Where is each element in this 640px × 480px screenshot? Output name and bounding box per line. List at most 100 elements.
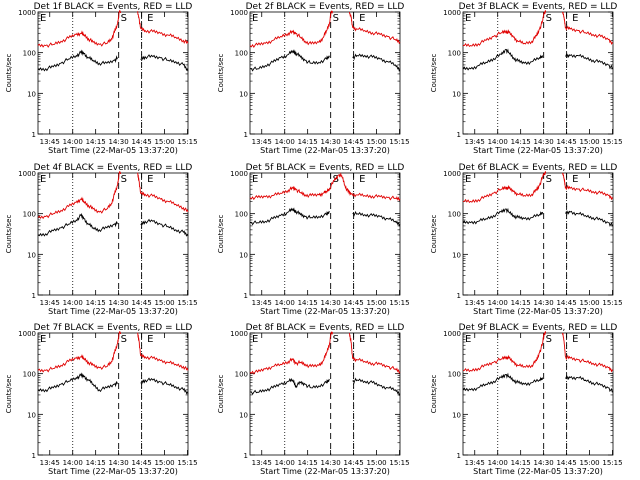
y-tick-label: 1 <box>244 292 248 300</box>
x-tick-label: 14:45 <box>131 138 151 146</box>
events-series-line <box>462 372 544 392</box>
event-marker-label: E <box>147 13 153 24</box>
x-tick-label: 13:45 <box>40 299 60 307</box>
event-marker-label: E <box>359 174 365 185</box>
lld-series-line <box>137 10 189 44</box>
event-marker-label: S <box>333 13 339 24</box>
y-tick-label: 100 <box>23 211 36 219</box>
events-series-line <box>249 207 330 226</box>
x-tick-label: 15:15 <box>602 138 622 146</box>
x-tick-label: 15:00 <box>579 138 599 146</box>
x-tick-label: 14:15 <box>298 299 318 307</box>
event-marker-label: E <box>40 13 46 24</box>
chart-panel-1: Det 1f BLACK = Events, RED = LLD 1 10 100 10… <box>5 2 198 155</box>
events-series-line <box>352 377 401 397</box>
event-marker-label: S <box>121 334 127 345</box>
x-tick-label: 14:00 <box>63 299 83 307</box>
lld-series-line <box>562 11 614 46</box>
x-tick-label: 15:00 <box>579 459 599 467</box>
y-axis-label: Counts/sec <box>217 54 225 93</box>
events-series-line <box>140 54 189 72</box>
y-tick-label: 100 <box>235 50 248 58</box>
x-tick-label: 13:45 <box>465 299 485 307</box>
event-marker-label: S <box>546 174 552 185</box>
chart-panel-7: Det 7f BLACK = Events, RED = LLD 1 10 100 10… <box>5 323 198 476</box>
y-tick-label: 10 <box>239 411 248 419</box>
x-tick-label: 15:15 <box>602 459 622 467</box>
x-tick-label: 15:15 <box>389 138 409 146</box>
chart-title: Det 7f BLACK = Events, RED = LLD <box>34 323 193 333</box>
plot-frame <box>249 172 401 296</box>
plot-frame <box>37 172 189 296</box>
chart-panel-5: Det 5f BLACK = Events, RED = LLD 1 10 100 10… <box>217 163 410 316</box>
events-series-line <box>140 377 189 395</box>
x-axis-label: Start Time (22-Mar-05 13:37:20) <box>48 467 178 476</box>
y-tick-label: 1000 <box>230 170 248 178</box>
y-tick-label: 10 <box>239 251 248 259</box>
x-tick-label: 15:15 <box>602 299 622 307</box>
y-tick-label: 1000 <box>230 9 248 17</box>
y-tick-label: 10 <box>452 411 461 419</box>
x-tick-label: 15:00 <box>366 459 386 467</box>
event-marker-label: E <box>147 174 153 185</box>
chart-panel-4: Det 4f BLACK = Events, RED = LLD 1 10 100 10… <box>5 163 198 316</box>
y-tick-label: 100 <box>448 50 461 58</box>
event-marker-label: S <box>121 174 127 185</box>
y-axis-label: Counts/sec <box>430 375 438 414</box>
lld-series-line <box>463 171 547 203</box>
x-tick-label: 15:15 <box>389 299 409 307</box>
events-series-line <box>565 53 614 70</box>
x-tick-label: 13:45 <box>252 299 272 307</box>
event-marker-label: E <box>359 13 365 24</box>
x-tick-label: 14:30 <box>321 138 341 146</box>
event-marker-label: S <box>546 334 552 345</box>
lld-series-line <box>349 332 401 374</box>
events-series-line <box>249 48 330 72</box>
y-tick-label: 1000 <box>18 9 36 17</box>
x-tick-label: 14:30 <box>534 459 554 467</box>
y-tick-label: 10 <box>452 251 461 259</box>
x-tick-label: 14:00 <box>63 459 83 467</box>
y-tick-label: 1 <box>457 292 461 300</box>
x-tick-label: 14:30 <box>109 138 129 146</box>
lld-series-line <box>137 172 189 213</box>
lld-series-line <box>249 10 334 48</box>
y-tick-label: 1000 <box>443 9 461 17</box>
x-tick-label: 14:30 <box>321 299 341 307</box>
x-tick-label: 14:00 <box>63 138 83 146</box>
lld-series-line <box>562 332 614 373</box>
x-tick-label: 14:45 <box>343 138 363 146</box>
events-series-line <box>37 49 118 72</box>
plot-frame <box>249 332 401 456</box>
x-axis-label: Start Time (22-Mar-05 13:37:20) <box>473 307 603 316</box>
chart-title: Det 8f BLACK = Events, RED = LLD <box>246 323 405 333</box>
y-tick-label: 1 <box>244 452 248 460</box>
chart-title: Det 2f BLACK = Events, RED = LLD <box>246 2 405 12</box>
x-tick-label: 14:30 <box>109 459 129 467</box>
y-tick-label: 1 <box>244 131 248 139</box>
events-series-line <box>37 372 118 393</box>
chart-title: Det 4f BLACK = Events, RED = LLD <box>34 163 193 173</box>
plot-frame <box>462 172 614 296</box>
y-axis-label: Counts/sec <box>5 215 13 254</box>
events-series-line <box>352 210 401 227</box>
y-axis-label: Counts/sec <box>430 54 438 93</box>
x-tick-label: 14:00 <box>488 299 508 307</box>
y-tick-label: 1 <box>32 131 36 139</box>
x-tick-label: 14:00 <box>275 299 295 307</box>
x-tick-label: 14:15 <box>298 459 318 467</box>
plot-frame <box>249 11 401 135</box>
x-tick-label: 15:00 <box>154 459 174 467</box>
event-marker-label: E <box>572 13 578 24</box>
lld-series-line <box>37 171 122 220</box>
events-series-line <box>249 377 330 395</box>
chart-panel-6: Det 6f BLACK = Events, RED = LLD 1 10 100 10… <box>430 163 623 316</box>
events-series-line <box>352 53 401 72</box>
event-marker-label: E <box>465 334 471 345</box>
y-axis-label: Counts/sec <box>5 54 13 93</box>
plot-frame <box>462 11 614 135</box>
y-tick-label: 1000 <box>18 330 36 338</box>
event-marker-label: E <box>572 174 578 185</box>
lld-series-line <box>349 11 401 45</box>
lld-series-line <box>463 331 547 373</box>
